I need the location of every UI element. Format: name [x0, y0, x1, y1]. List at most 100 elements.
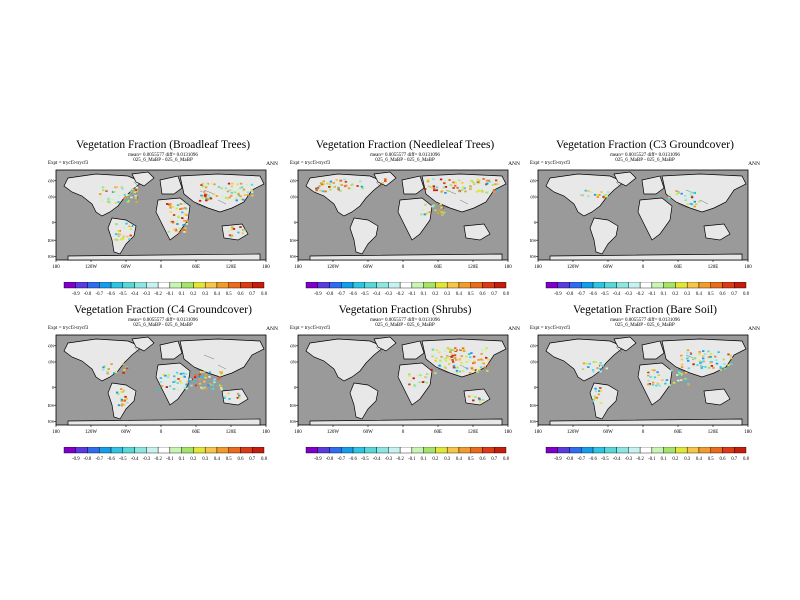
panel-stats: mean= 0.0015527 diff= 0.0131096 025_6_MaB… — [540, 153, 750, 163]
colorbar-label: 0.2 — [432, 457, 439, 462]
colorbar-segment — [639, 282, 653, 289]
panel-c3-groundcover: Vegetation Fraction (C3 Groundcover) mea… — [530, 139, 760, 319]
continent-asia — [421, 173, 507, 213]
anomaly-dots — [581, 349, 733, 404]
colorbar-label: 0.3 — [444, 457, 451, 462]
x-tick-label: 180 — [744, 265, 752, 270]
x-tick-label: 180 — [262, 265, 270, 270]
colorbar-label: -0.2 — [154, 457, 162, 462]
x-tick-label: 60E — [434, 265, 442, 270]
continent-north-america — [305, 338, 385, 382]
colorbar: -0.9 -0.8 -0.7 -0.6 -0.5 -0.4 -0.3 -0.2 -0.1 0.1 0… — [305, 447, 510, 462]
panel-title: Vegetation Fraction (Shrubs) — [338, 304, 472, 316]
colorbar-segment — [99, 447, 112, 454]
colorbar-label: -0.9 — [314, 457, 322, 462]
x-tick-label: 120W — [567, 265, 580, 270]
x-tick-label: 180 — [52, 265, 60, 270]
colorbar: -0.9 -0.8 -0.7 -0.6 -0.5 -0.4 -0.3 -0.2 -0.1 0.1 0… — [305, 282, 510, 297]
colorbar-label: -0.4 — [131, 457, 139, 462]
colorbar-segment — [169, 447, 182, 454]
continent-australia — [703, 223, 731, 241]
colorbar-segment — [710, 447, 723, 454]
colorbar-label: 0.4 — [696, 457, 703, 462]
colorbar-segment — [228, 282, 241, 289]
colorbar-label: 0.7 — [249, 292, 256, 297]
colorbar-label: 0.4 — [214, 457, 221, 462]
continent-antarctica — [549, 253, 743, 261]
x-tick-label: 0 — [160, 430, 163, 435]
x-tick-label: 60E — [674, 265, 682, 270]
colorbar: -0.9 -0.8 -0.7 -0.6 -0.5 -0.4 -0.3 -0.2 -0.1 0.1 0… — [63, 282, 268, 297]
colorbar-label: -0.3 — [625, 292, 633, 297]
x-tick-label: 120E — [468, 265, 479, 270]
runs-line: 025_6_MaBP - 025_6_MaBP — [133, 158, 193, 163]
colorbar-segment — [305, 447, 318, 454]
runs-line: 025_6_MaBP - 025_6_MaBP — [133, 323, 193, 328]
colorbar-segment — [651, 447, 664, 454]
y-tick-label: 0 — [294, 220, 297, 225]
colorbar-segment — [423, 282, 436, 289]
colorbar-label: -0.6 — [589, 457, 597, 462]
continent-antarctica — [309, 253, 503, 261]
continent-south-america — [349, 217, 379, 255]
colorbar-label: 0.8 — [503, 292, 510, 297]
colorbar-label: -0.6 — [107, 292, 115, 297]
y-tick-label: 0 — [534, 220, 537, 225]
colorbar-segment — [698, 447, 711, 454]
continent-australia — [463, 388, 491, 406]
colorbar-segment — [399, 282, 413, 289]
colorbar-label: 0.8 — [261, 292, 268, 297]
colorbar-label: -0.8 — [566, 457, 574, 462]
expt-label: Expt = trycf3-trycf3 — [290, 326, 331, 331]
colorbar-segment — [364, 447, 377, 454]
anomaly-dots — [102, 363, 241, 407]
colorbar-label: 0.1 — [179, 457, 186, 462]
expt-label: Expt = trycf3-trycf3 — [530, 161, 571, 166]
colorbar-segment — [545, 447, 558, 454]
season-label: ANN — [748, 326, 760, 332]
continent-north-america — [63, 173, 143, 217]
colorbar-segment — [482, 282, 495, 289]
world-map: 180 120W 60W 0 60E 120E 180 60N 40N 0 40S 80S — [290, 169, 512, 270]
colorbar-label: 0.7 — [491, 292, 498, 297]
y-tick-label: 40S — [48, 238, 54, 243]
continent-europe — [641, 340, 665, 360]
colorbar-label: -0.5 — [601, 292, 609, 297]
stats-line: mean= 0.0055577 diff= 0.0131096 — [370, 153, 440, 158]
colorbar-segment — [628, 282, 641, 289]
colorbar-label: 0.1 — [179, 292, 186, 297]
colorbar-label: 0.5 — [708, 457, 715, 462]
colorbar-label: -0.3 — [385, 457, 393, 462]
continent-europe — [401, 175, 425, 195]
x-tick-label: 60W — [363, 265, 373, 270]
y-tick-label: 60N — [48, 178, 55, 183]
world-map: 180 120W 60W 0 60E 120E 180 60N 40N 0 40S 80S — [530, 169, 752, 270]
colorbar-label: 0.3 — [684, 457, 691, 462]
colorbar-segment — [157, 282, 171, 289]
x-tick-label: 180 — [262, 430, 270, 435]
stats-line: mean= 0.0055577 diff= 0.0131096 — [370, 318, 440, 323]
continent-greenland — [613, 336, 637, 352]
colorbar-segment — [435, 282, 448, 289]
continent-north-america — [545, 338, 625, 382]
continent-south-america — [349, 382, 379, 420]
season-label: ANN — [508, 326, 520, 332]
season-label: ANN — [748, 161, 760, 167]
colorbar-segment — [423, 447, 436, 454]
colorbar-segment — [734, 282, 747, 289]
x-tick-label: 0 — [402, 430, 405, 435]
panel-title: Vegetation Fraction (Bare Soil) — [572, 304, 718, 316]
colorbar-segment — [329, 447, 342, 454]
colorbar-label: 0.6 — [720, 292, 727, 297]
colorbar-segment — [252, 282, 265, 289]
colorbar-segment — [458, 447, 471, 454]
x-tick-label: 180 — [534, 265, 542, 270]
colorbar-label: -0.9 — [314, 292, 322, 297]
colorbar-label: -0.7 — [338, 457, 346, 462]
colorbar-label: 0.6 — [480, 457, 487, 462]
colorbar-segment — [75, 447, 88, 454]
x-tick-label: 120W — [567, 430, 580, 435]
y-tick-label: 40S — [290, 238, 296, 243]
colorbar-segment — [388, 447, 401, 454]
colorbar-label: -0.1 — [166, 457, 174, 462]
